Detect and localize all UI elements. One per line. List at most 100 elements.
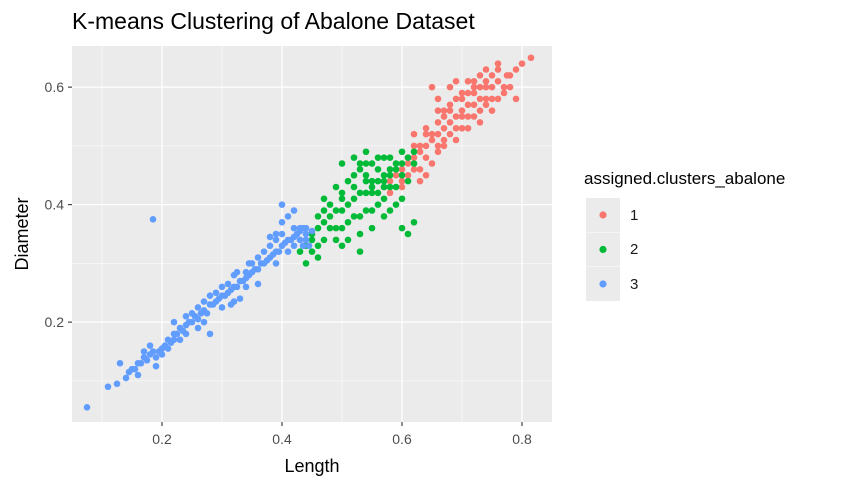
data-point-cluster-2 — [362, 177, 370, 185]
data-point-cluster-3 — [254, 265, 262, 273]
data-point-cluster-1 — [410, 154, 418, 161]
legend-label-2: 2 — [630, 241, 639, 258]
data-point-cluster-2 — [344, 201, 352, 208]
data-point-cluster-1 — [434, 148, 442, 156]
data-point-cluster-3 — [206, 292, 214, 299]
data-point-cluster-1 — [398, 177, 406, 185]
data-point-cluster-2 — [314, 254, 322, 261]
data-point-cluster-2 — [338, 242, 346, 250]
data-point-cluster-2 — [356, 160, 364, 167]
data-point-cluster-1 — [482, 77, 490, 85]
data-point-cluster-1 — [416, 142, 424, 150]
data-point-cluster-2 — [386, 166, 394, 173]
data-point-cluster-1 — [512, 95, 520, 103]
data-point-cluster-1 — [470, 77, 478, 85]
data-point-cluster-1 — [476, 119, 484, 126]
data-point-cluster-1 — [458, 95, 466, 103]
x-tick-label: 0.8 — [512, 431, 532, 447]
data-point-cluster-1 — [482, 95, 490, 103]
data-point-cluster-1 — [392, 171, 400, 179]
data-point-cluster-1 — [398, 166, 406, 173]
data-point-cluster-3 — [122, 374, 130, 382]
data-point-cluster-3 — [131, 365, 139, 373]
data-point-cluster-2 — [404, 177, 412, 185]
legend-key-2 — [599, 245, 607, 254]
data-point-cluster-2 — [410, 218, 418, 226]
data-point-cluster-3 — [170, 336, 178, 344]
data-point-cluster-2 — [386, 183, 394, 191]
data-point-cluster-1 — [500, 89, 508, 97]
data-point-cluster-2 — [398, 171, 406, 179]
data-point-cluster-3 — [158, 351, 166, 358]
data-point-cluster-3 — [245, 260, 253, 267]
major-gridlines — [72, 46, 552, 422]
data-point-cluster-3 — [296, 224, 304, 232]
legend-label-1: 1 — [630, 207, 639, 224]
data-point-cluster-3 — [305, 242, 313, 250]
data-point-cluster-3 — [188, 310, 196, 317]
data-point-cluster-2 — [356, 166, 364, 173]
data-point-cluster-2 — [302, 260, 310, 267]
data-point-cluster-3 — [242, 268, 250, 276]
data-point-cluster-2 — [356, 213, 364, 220]
data-point-cluster-3 — [233, 268, 241, 276]
data-point-cluster-2 — [338, 195, 346, 203]
data-point-cluster-3 — [266, 233, 274, 241]
data-point-cluster-1 — [386, 189, 394, 197]
data-point-cluster-3 — [182, 330, 190, 338]
data-point-cluster-3 — [284, 248, 292, 255]
data-point-cluster-1 — [518, 60, 526, 67]
data-point-cluster-2 — [404, 230, 412, 238]
data-point-cluster-1 — [476, 83, 484, 91]
data-point-cluster-2 — [314, 242, 322, 250]
data-point-cluster-3 — [302, 230, 310, 238]
data-point-cluster-3 — [164, 345, 172, 352]
data-point-cluster-1 — [494, 66, 502, 73]
data-point-cluster-1 — [494, 60, 502, 67]
data-point-cluster-3 — [254, 280, 262, 288]
data-point-cluster-2 — [332, 183, 340, 191]
data-point-cluster-1 — [386, 177, 394, 185]
data-point-cluster-2 — [368, 183, 376, 191]
y-tick-label: 0.6 — [45, 79, 65, 95]
data-point-cluster-2 — [308, 236, 316, 244]
data-point-cluster-1 — [527, 54, 535, 62]
data-point-cluster-2 — [410, 160, 418, 167]
y-axis: 0.2 0.4 0.6 — [45, 79, 72, 330]
data-point-cluster-1 — [488, 83, 496, 91]
data-point-cluster-2 — [398, 148, 406, 156]
data-point-cluster-2 — [374, 166, 382, 173]
data-point-cluster-1 — [440, 107, 448, 114]
data-point-cluster-3 — [194, 324, 202, 332]
data-point-cluster-1 — [458, 107, 466, 114]
data-point-cluster-3 — [278, 201, 286, 208]
y-axis-label: Diameter — [12, 197, 32, 270]
data-point-cluster-3 — [266, 242, 274, 250]
data-point-cluster-2 — [296, 248, 304, 255]
data-point-cluster-2 — [356, 230, 364, 238]
data-point-cluster-1 — [428, 83, 436, 91]
data-point-cluster-2 — [386, 207, 394, 214]
data-point-cluster-3 — [278, 230, 286, 238]
data-point-cluster-1 — [410, 142, 418, 150]
data-point-cluster-3 — [299, 242, 307, 250]
data-point-cluster-2 — [332, 224, 340, 232]
data-point-cluster-2 — [362, 207, 370, 214]
data-point-cluster-2 — [368, 207, 376, 214]
data-point-cluster-1 — [482, 83, 490, 91]
data-point-cluster-1 — [398, 183, 406, 191]
data-point-cluster-1 — [488, 95, 496, 103]
data-point-cluster-3 — [152, 354, 160, 361]
data-point-cluster-2 — [326, 213, 334, 220]
data-point-cluster-3 — [134, 371, 142, 379]
data-point-cluster-1 — [476, 72, 484, 79]
data-point-cluster-2 — [374, 177, 382, 185]
data-point-cluster-2 — [410, 148, 418, 156]
data-point-cluster-2 — [338, 207, 346, 214]
data-point-cluster-3 — [236, 295, 244, 302]
data-point-cluster-2 — [380, 171, 388, 179]
data-point-cluster-2 — [350, 154, 358, 161]
data-point-cluster-1 — [476, 107, 484, 114]
data-point-cluster-2 — [344, 218, 352, 226]
data-point-cluster-1 — [404, 160, 412, 167]
